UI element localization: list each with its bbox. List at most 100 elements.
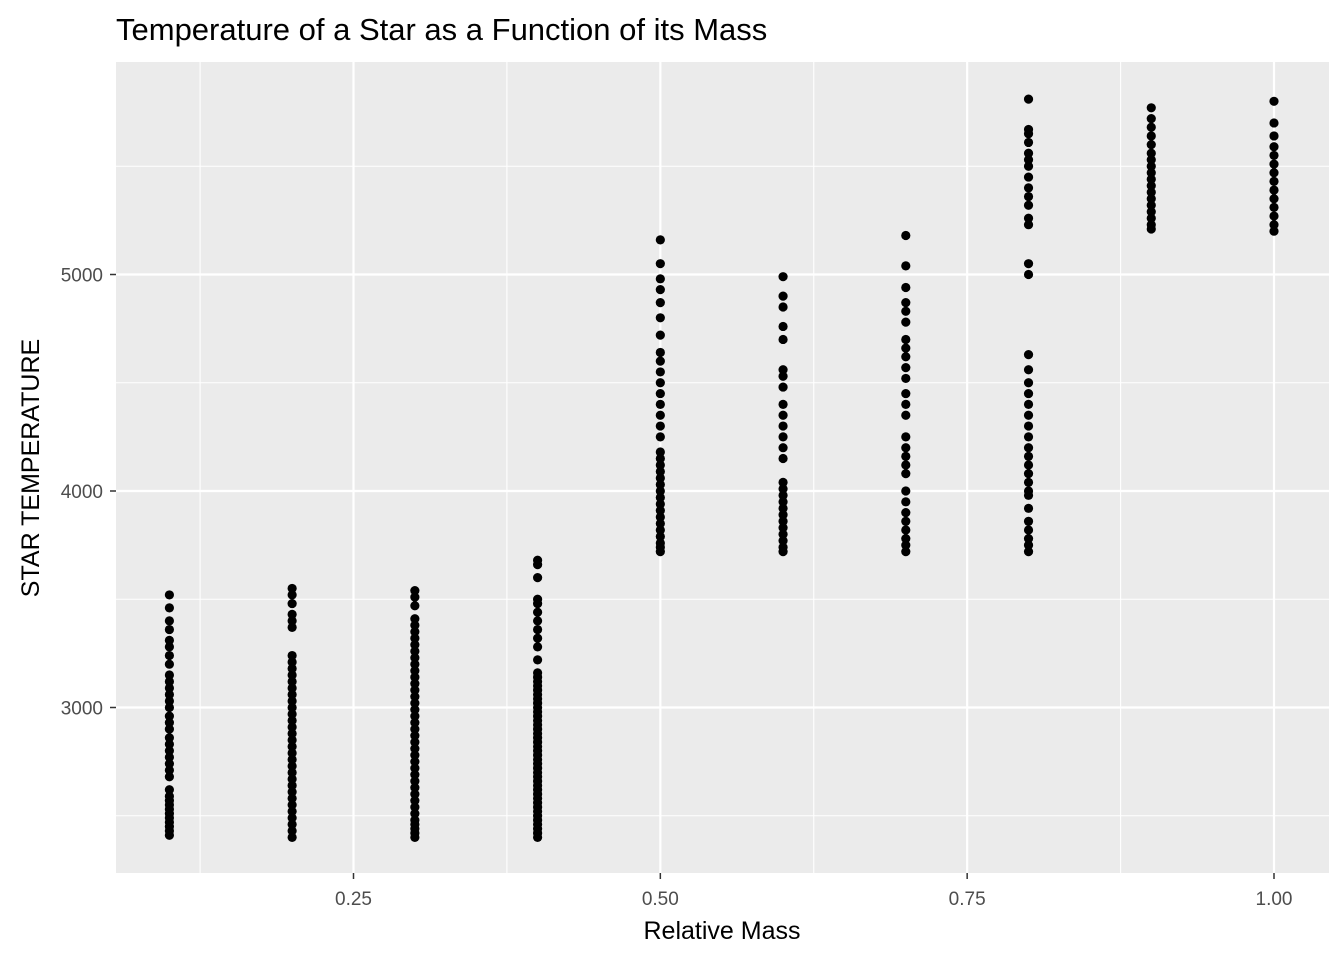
data-point — [410, 653, 420, 663]
data-point — [287, 741, 297, 752]
data-point — [901, 516, 911, 526]
data-point — [901, 317, 911, 327]
data-point — [164, 670, 174, 680]
data-point — [655, 421, 665, 431]
data-point — [1023, 399, 1034, 409]
data-point — [1269, 185, 1279, 195]
data-point — [287, 676, 297, 687]
data-point — [287, 826, 297, 836]
data-point — [1146, 161, 1156, 171]
data-point — [533, 668, 543, 678]
data-point — [1269, 159, 1279, 169]
data-point — [533, 555, 543, 565]
data-point — [287, 683, 297, 693]
data-point — [901, 508, 911, 518]
data-point — [901, 451, 911, 461]
data-point — [655, 330, 665, 340]
data-point — [1269, 202, 1279, 212]
data-point — [1146, 220, 1156, 230]
data-point — [655, 399, 665, 409]
data-point — [901, 460, 911, 470]
data-point — [164, 676, 174, 687]
data-point — [1023, 421, 1034, 431]
data-point — [287, 806, 297, 817]
data-point — [410, 685, 420, 695]
data-point — [164, 759, 174, 769]
data-point — [410, 601, 420, 611]
data-point — [164, 603, 174, 613]
data-point — [901, 388, 911, 399]
data-point — [287, 767, 297, 778]
minor-grid-lines — [116, 62, 1329, 873]
data-point — [778, 302, 788, 312]
data-point — [410, 659, 420, 669]
data-point — [533, 616, 543, 626]
data-point — [655, 492, 665, 503]
data-point — [778, 490, 788, 500]
data-point — [1146, 213, 1156, 223]
data-point — [1023, 477, 1034, 487]
data-point — [410, 750, 420, 760]
y-tick-label: 4000 — [61, 482, 103, 503]
y-tick-label: 5000 — [61, 266, 103, 287]
x-tick-label: 0.25 — [335, 889, 372, 910]
data-point — [410, 672, 420, 682]
data-point — [655, 473, 665, 483]
data-point — [1146, 200, 1156, 210]
data-point — [410, 698, 420, 708]
data-point — [1023, 443, 1034, 453]
data-point — [287, 761, 297, 771]
data-point — [655, 356, 665, 366]
data-point — [287, 583, 297, 594]
data-point — [1146, 148, 1156, 158]
data-point — [901, 410, 911, 420]
data-point — [164, 616, 174, 626]
data-point — [533, 594, 543, 604]
data-point — [410, 776, 420, 786]
data-points — [164, 94, 1279, 843]
data-point — [410, 724, 420, 734]
data-point — [901, 334, 911, 345]
data-point — [410, 627, 420, 637]
data-point — [1146, 131, 1156, 141]
data-point — [1146, 187, 1156, 197]
data-point — [164, 739, 174, 749]
data-point — [1146, 174, 1156, 184]
data-point — [164, 711, 174, 721]
y-axis-ticks: 3000 4000 5000 — [61, 266, 116, 720]
data-point — [287, 722, 297, 732]
data-point — [1023, 525, 1034, 535]
data-point — [410, 592, 420, 602]
data-point — [533, 573, 543, 583]
data-point — [778, 291, 788, 301]
data-point — [901, 497, 911, 507]
data-point — [901, 343, 911, 353]
data-point — [1146, 194, 1156, 204]
data-point — [410, 770, 420, 780]
data-point — [1023, 155, 1034, 165]
data-point — [287, 735, 297, 745]
data-point — [164, 635, 174, 645]
data-point — [410, 731, 420, 741]
data-point — [655, 259, 665, 269]
data-point — [164, 689, 174, 700]
data-point — [1269, 150, 1279, 161]
data-point — [1023, 547, 1034, 557]
data-point — [410, 633, 420, 643]
data-point — [164, 772, 174, 782]
data-point — [655, 466, 665, 477]
data-point — [778, 371, 788, 381]
data-point — [1023, 516, 1034, 526]
data-point — [901, 230, 911, 241]
data-point — [1023, 350, 1034, 360]
data-point — [778, 503, 788, 513]
data-point — [1269, 176, 1279, 187]
data-point — [410, 789, 420, 799]
data-point — [410, 585, 420, 596]
data-point — [1023, 534, 1034, 544]
data-point — [164, 683, 174, 693]
data-point — [164, 733, 174, 743]
data-point — [1146, 103, 1156, 113]
data-point — [1269, 96, 1279, 106]
